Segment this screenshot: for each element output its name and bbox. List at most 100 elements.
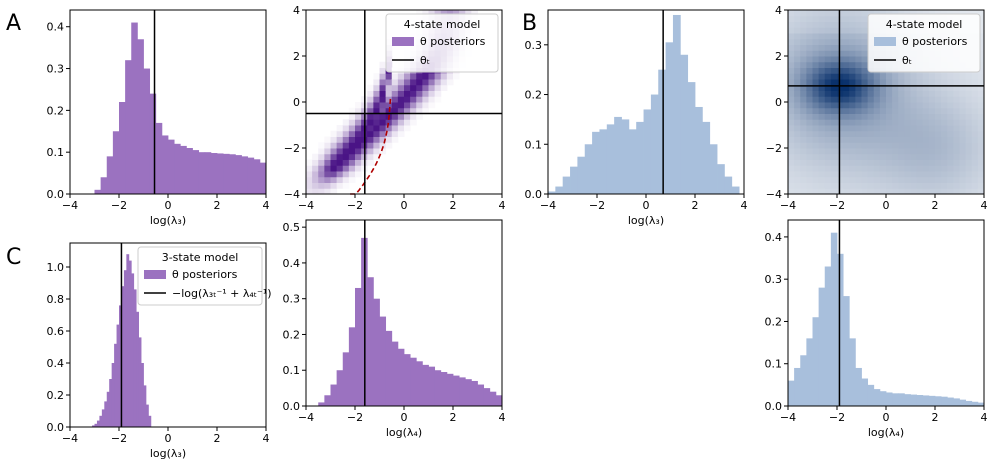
heatmap-cell xyxy=(898,188,905,195)
heatmap-cell xyxy=(355,119,362,126)
heatmap-cell xyxy=(855,90,862,97)
heatmap-cell xyxy=(824,15,832,22)
heatmap-cell xyxy=(849,33,856,40)
heatmap-cell xyxy=(922,73,930,80)
heatmap-cell xyxy=(922,10,930,17)
histogram-bar xyxy=(174,143,181,194)
heatmap-cell xyxy=(879,107,887,114)
heatmap-cell xyxy=(837,61,844,68)
heatmap-cell xyxy=(855,142,862,149)
heatmap-cell xyxy=(800,165,807,172)
histogram-bar xyxy=(650,94,659,194)
heatmap-cell xyxy=(873,148,881,155)
heatmap-cell xyxy=(971,171,979,178)
heatmap-cell xyxy=(410,113,417,120)
heatmap-cell xyxy=(818,61,826,68)
heatmap-cell xyxy=(916,171,924,178)
heatmap-cell xyxy=(818,113,826,120)
heatmap-cell xyxy=(886,73,893,80)
heatmap-cell xyxy=(794,38,801,45)
heatmap-cell xyxy=(397,125,405,132)
heatmap-cell xyxy=(837,153,844,160)
heatmap-cell xyxy=(385,84,393,91)
heatmap-cell xyxy=(922,188,930,195)
heatmap-cell xyxy=(879,188,887,195)
legend-entry-posteriors: θ posteriors xyxy=(172,268,238,281)
heatmap-cell xyxy=(330,171,338,178)
histogram-bar xyxy=(592,131,600,194)
heatmap-cell xyxy=(348,130,356,137)
heatmap-cell xyxy=(824,10,832,17)
heatmap-cell xyxy=(330,176,338,183)
heatmap-cell xyxy=(861,153,869,160)
heatmap-cell xyxy=(849,79,856,86)
legend-swatch xyxy=(874,37,896,46)
heatmap-cell xyxy=(788,10,795,17)
heatmap-cell xyxy=(849,15,856,22)
heatmap-cell xyxy=(410,84,417,91)
heatmap-cell xyxy=(941,119,948,126)
heatmap-cell xyxy=(373,90,380,97)
heatmap-cell xyxy=(367,130,374,137)
heatmap-cell xyxy=(794,148,801,155)
heatmap-cell xyxy=(379,79,387,86)
heatmap-cell xyxy=(892,165,899,172)
heatmap-cell xyxy=(861,38,869,45)
heatmap-cell xyxy=(391,113,399,120)
heatmap-cell xyxy=(928,182,936,189)
heatmap-cell xyxy=(306,165,313,172)
heatmap-cell xyxy=(910,142,918,149)
heatmap-cell xyxy=(397,79,405,86)
heatmap-cell xyxy=(794,67,801,74)
heatmap-cell xyxy=(892,113,899,120)
heatmap-cell xyxy=(977,188,985,195)
heatmap-cell xyxy=(342,119,350,126)
histogram-bar xyxy=(404,354,411,406)
histogram-bar xyxy=(128,260,132,427)
heatmap-cell xyxy=(806,21,813,28)
x-tick-label: −4 xyxy=(780,411,796,424)
histogram-bar xyxy=(672,14,681,194)
heatmap-cell xyxy=(830,142,838,149)
heatmap-cell xyxy=(342,176,350,183)
legend-swatch xyxy=(392,37,414,46)
heatmap-cell xyxy=(391,79,399,86)
heatmap-cell xyxy=(471,10,478,17)
histogram-bar xyxy=(916,395,924,406)
heatmap-cell xyxy=(977,153,985,160)
y-tick-label: 0.3 xyxy=(765,273,783,286)
histogram-bar xyxy=(348,327,356,406)
histogram-bar xyxy=(96,420,100,427)
legend-title: 3-state model xyxy=(162,251,239,264)
heatmap-cell xyxy=(330,153,338,160)
heatmap-cell xyxy=(348,107,356,114)
heatmap-cell xyxy=(855,38,862,45)
histogram-bar xyxy=(259,162,267,194)
heatmap-cell xyxy=(843,90,850,97)
heatmap-cell xyxy=(806,113,813,120)
heatmap-cell xyxy=(879,136,887,143)
heatmap-cell xyxy=(879,148,887,155)
heatmap-cell xyxy=(788,90,795,97)
heatmap-cell xyxy=(867,176,875,183)
y-tick-label: 0.3 xyxy=(283,293,301,306)
heatmap-cell xyxy=(367,90,374,97)
histogram-bar xyxy=(180,145,187,194)
heatmap-cell xyxy=(830,33,838,40)
heatmap-cell xyxy=(953,113,960,120)
heatmap-cell xyxy=(965,130,973,137)
heatmap-cell xyxy=(342,182,350,189)
heatmap-cell xyxy=(904,130,911,137)
heatmap-cell xyxy=(941,113,948,120)
heatmap-cell xyxy=(818,176,826,183)
heatmap-cell xyxy=(355,107,362,114)
heatmap-cell xyxy=(824,79,832,86)
heatmap-cell xyxy=(806,182,813,189)
heatmap-cell xyxy=(849,171,856,178)
heatmap-cell xyxy=(794,84,801,91)
heatmap-cell xyxy=(843,84,850,91)
histogram-bar xyxy=(548,191,556,194)
heatmap-cell xyxy=(879,142,887,149)
heatmap-cell xyxy=(928,96,936,103)
histogram-bar xyxy=(210,153,218,194)
